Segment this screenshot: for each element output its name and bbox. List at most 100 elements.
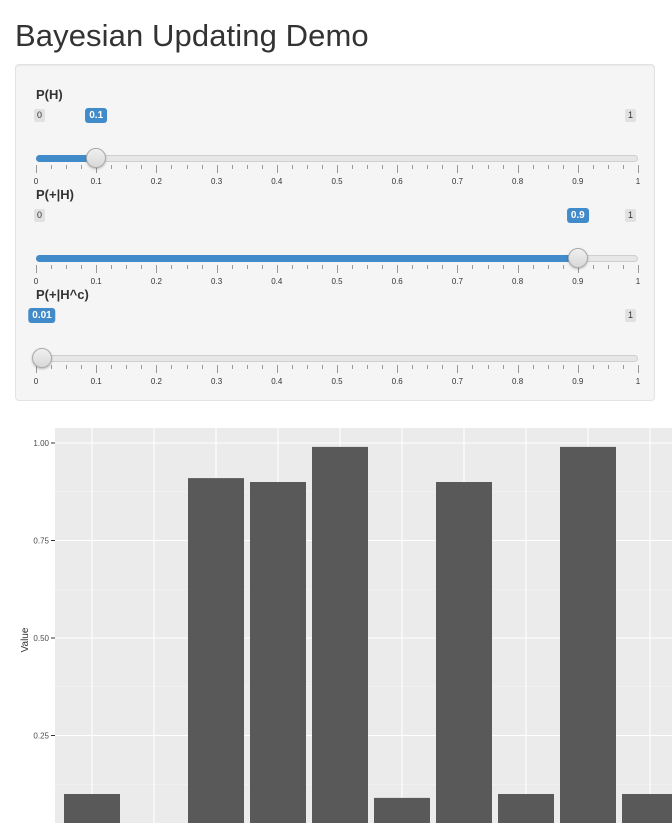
slider-tick — [397, 365, 399, 373]
slider-handle[interactable] — [32, 348, 53, 368]
bar — [560, 446, 616, 823]
slider-handle[interactable] — [567, 248, 588, 268]
slider-tick — [577, 365, 579, 373]
slider-tick — [216, 165, 218, 173]
slider-handle[interactable] — [86, 148, 107, 168]
slider-tick — [291, 365, 293, 369]
slider-tick-label: 0.6 — [391, 277, 403, 286]
slider-tick — [306, 265, 308, 269]
slider-tick-label: 0.3 — [211, 377, 223, 386]
slider-tick — [231, 265, 233, 269]
y-tick-label: 0.75 — [33, 537, 49, 546]
slider-tick — [51, 265, 53, 269]
slider-tick — [36, 365, 37, 373]
slider-value-badge: 0.01 — [28, 308, 56, 323]
slider-tick — [562, 265, 564, 269]
slider-tick — [472, 265, 474, 269]
slider-tick — [457, 365, 459, 373]
slider-tick-label: 0.9 — [572, 177, 584, 186]
bar — [188, 478, 244, 823]
slider-tick-label: 0.4 — [271, 277, 283, 286]
slider-track[interactable] — [36, 355, 638, 362]
slider-tick — [352, 365, 354, 369]
slider-tick-label: 0.9 — [572, 277, 584, 286]
slider-tick — [171, 265, 173, 269]
slider-tick — [457, 165, 459, 173]
slider-tick — [186, 165, 188, 169]
slider-tick — [442, 165, 444, 169]
slider-tick — [337, 365, 338, 373]
slider-tick — [126, 365, 128, 369]
slider-tick — [96, 365, 98, 373]
slider-tick — [111, 265, 113, 269]
slider-tick — [321, 265, 323, 269]
slider-ticks — [36, 165, 639, 175]
slider-tick — [156, 265, 158, 273]
slider-ticks — [36, 265, 639, 275]
slider-tick — [502, 165, 504, 169]
slider-tick-label: 0.1 — [90, 277, 102, 286]
y-axis-label: Value — [20, 627, 31, 652]
slider-tick-label: 0.2 — [150, 277, 162, 286]
slider-tick — [382, 365, 384, 369]
slider-tick — [321, 165, 323, 169]
slider-tick-label: 0.7 — [451, 177, 463, 186]
slider-value-badge: 0.1 — [85, 108, 108, 123]
slider-track[interactable] — [36, 155, 638, 162]
slider-tick — [337, 165, 338, 173]
slider-tick — [442, 265, 444, 269]
slider-tick — [96, 165, 98, 173]
slider-tick — [231, 365, 233, 369]
slider-tick — [577, 165, 579, 173]
controls-panel: P(H) 0 1 0.1 0 0.1 0.2 0.3 0.4 0.5 0.6 0.7 0.8 0.9 1 P… — [15, 64, 655, 401]
slider-tick — [141, 165, 143, 169]
slider-tick — [126, 265, 128, 269]
slider-tick — [261, 265, 263, 269]
slider-tick — [156, 165, 158, 173]
slider-tick — [622, 365, 624, 369]
slider-label: P(H) — [36, 87, 63, 102]
slider-tick — [66, 365, 68, 369]
slider-tick-label: 0.4 — [271, 177, 283, 186]
slider-tick — [412, 265, 414, 269]
slider-tick-label: 0.3 — [211, 277, 223, 286]
slider-tick — [502, 265, 504, 269]
slider-tick — [186, 265, 188, 269]
slider-tick — [201, 165, 203, 169]
bar — [64, 794, 120, 823]
slider-tick-label: 1 — [635, 377, 641, 386]
slider-tick — [592, 265, 594, 269]
slider-tick — [472, 365, 474, 369]
slider-tick — [412, 365, 414, 369]
slider-tick-label: 0.7 — [451, 377, 463, 386]
slider-tick — [367, 165, 369, 169]
slider-tick — [487, 265, 489, 269]
slider-tick — [457, 265, 459, 273]
slider-fill — [36, 155, 97, 162]
slider-tick — [607, 365, 609, 369]
slider-tick — [382, 165, 384, 169]
slider-tick — [382, 265, 384, 269]
slider-tick — [352, 165, 354, 169]
slider-tick — [216, 265, 218, 273]
slider-tick — [502, 365, 504, 369]
slider-tick — [352, 265, 354, 269]
slider-tick-label: 0 — [33, 277, 39, 286]
slider-fill — [36, 255, 578, 262]
slider-tick-label: 1 — [635, 277, 641, 286]
slider-tick — [517, 265, 519, 273]
slider-tick — [231, 165, 233, 169]
slider-tick — [126, 165, 128, 169]
slider-value-badge: 0.9 — [566, 208, 589, 223]
slider-tick-label: 0 — [33, 177, 39, 186]
slider-tick — [367, 365, 369, 369]
slider-tick — [36, 165, 37, 173]
y-tick-label: 0.25 — [33, 732, 49, 741]
slider-tick — [276, 265, 278, 273]
slider-tick-label: 1 — [635, 177, 641, 186]
slider-tick — [547, 265, 549, 269]
y-axis-ticks: 0.25 0.50 0.75 1.00 — [33, 439, 55, 741]
slider-tick-label: 0.2 — [150, 177, 162, 186]
bar — [498, 794, 554, 823]
slider-tick — [547, 165, 549, 169]
